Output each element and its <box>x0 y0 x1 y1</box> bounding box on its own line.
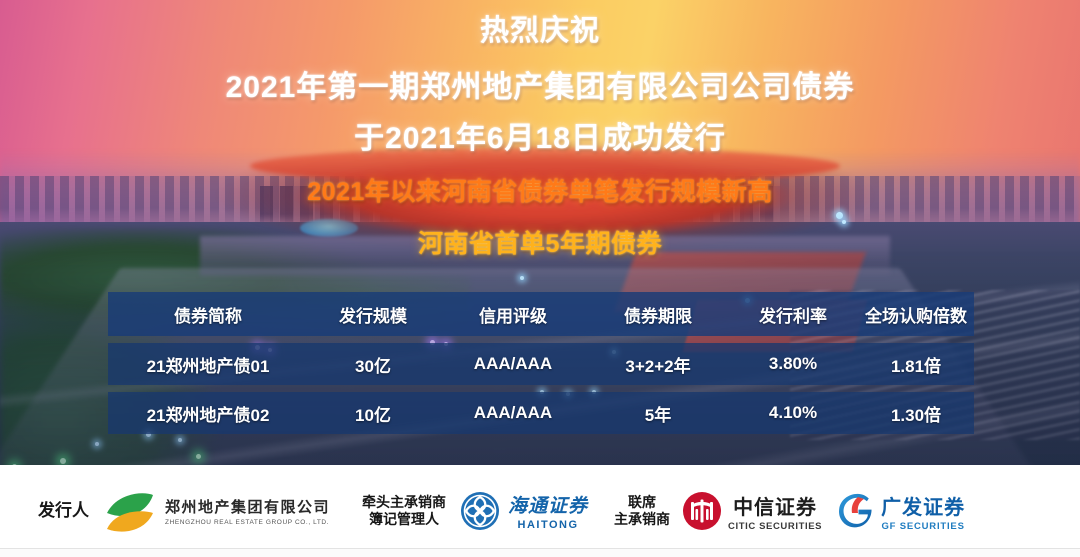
headline-first-five-year: 河南省首单5年期债券 <box>418 230 662 258</box>
citic-name-en: CITIC SECURITIES <box>728 520 823 532</box>
cell-subscription-multiple: 1.30倍 <box>890 405 942 425</box>
table-header-row: 债券简称 发行规模 信用评级 债券期限 发行利率 全场认购倍数 <box>108 292 974 336</box>
cell-tenor: 3+2+2年 <box>625 356 691 376</box>
footer-group-joint-underwriters: 联席 主承销商 <box>614 491 965 532</box>
cell-coupon-rate: 4.10% <box>768 403 818 422</box>
footer-bottom-strip <box>0 549 1080 557</box>
haitong-name-en: HAITONG <box>517 519 579 531</box>
headline-congratulations: 热烈庆祝 <box>479 15 600 47</box>
footer-divider <box>0 548 1080 549</box>
haitong-logo-text: 海通证券 HAITONG <box>508 491 588 531</box>
column-header-tenor: 债券期限 <box>624 306 692 326</box>
haitong-knot-icon <box>460 491 500 531</box>
cell-credit-rating: AAA/AAA <box>473 354 553 373</box>
role-label-line1: 联席 <box>628 493 657 510</box>
citic-emblem-icon <box>682 491 722 531</box>
headline-block: 热烈庆祝 2021年第一期郑州地产集团有限公司公司债券 于2021年6月18日成… <box>225 15 855 258</box>
cell-bond-abbr: 21郑州地产债01 <box>146 356 270 376</box>
gf-name-cn: 广发证券 <box>881 496 966 519</box>
gf-name-en: GF SECURITIES <box>881 520 965 532</box>
gf-swoosh-icon <box>836 491 876 531</box>
column-header-issue-size: 发行规模 <box>339 306 407 326</box>
convention-center-roof-rim <box>250 148 840 184</box>
haitong-name-cn: 海通证券 <box>508 496 589 517</box>
gf-securities-logo: 广发证券 GF SECURITIES <box>836 491 965 532</box>
cell-issue-size: 30亿 <box>355 356 391 376</box>
haitong-securities-logo: 海通证券 HAITONG <box>460 491 588 531</box>
cell-subscription-multiple: 1.81倍 <box>890 356 942 376</box>
zhengzhou-real-estate-logo: 郑州地产集团有限公司 ZHENGZHOU REAL ESTATE GROUP C… <box>103 489 330 533</box>
zhengzhou-name-en: ZHENGZHOU REAL ESTATE GROUP CO., LTD. <box>165 519 330 526</box>
bond-summary-table: 债券简称 发行规模 信用评级 债券期限 发行利率 全场认购倍数 21郑州地产债0… <box>108 292 974 441</box>
headline-issue-date: 于2021年6月18日成功发行 <box>354 122 726 155</box>
gf-logo-text: 广发证券 GF SECURITIES <box>881 491 965 532</box>
footer-logo-bar: 发行人 郑州地产集团有限公司 ZHENGZHOU REAL ESTATE GRO… <box>0 465 1080 557</box>
headline-bond-name: 2021年第一期郑州地产集团有限公司公司债券 <box>225 71 855 104</box>
zhengzhou-name-cn: 郑州地产集团有限公司 <box>165 499 331 516</box>
footer-group-issuer: 发行人 郑州地产集团有限公司 ZHENGZHOU REAL ESTATE GRO… <box>38 489 330 533</box>
cell-issue-size: 10亿 <box>355 405 391 425</box>
table-row: 21郑州地产债01 30亿 AAA/AAA 3+2+2年 3.80% 1.81倍 <box>108 343 974 385</box>
role-label-joint-underwriter: 联席 主承销商 <box>614 494 670 529</box>
column-header-credit-rating: 信用评级 <box>479 306 547 326</box>
citic-logo-text: 中信证券 CITIC SECURITIES <box>728 491 822 532</box>
table-row: 21郑州地产债02 10亿 AAA/AAA 5年 4.10% 1.30倍 <box>108 392 974 434</box>
role-label-line1: 牵头主承销商 <box>362 493 447 510</box>
zhengzhou-logo-text: 郑州地产集团有限公司 ZHENGZHOU REAL ESTATE GROUP C… <box>165 496 330 526</box>
cell-tenor: 5年 <box>644 405 672 425</box>
cell-credit-rating: AAA/AAA <box>473 403 553 422</box>
citic-name-cn: 中信证券 <box>733 496 818 519</box>
cell-bond-abbr: 21郑州地产债02 <box>146 405 270 425</box>
role-label-line2: 主承销商 <box>614 511 671 527</box>
role-label-lead-underwriter: 牵头主承销商 簿记管理人 <box>362 494 446 529</box>
citic-securities-logo: 中信证券 CITIC SECURITIES <box>682 491 822 532</box>
role-label-issuer: 发行人 <box>38 501 89 521</box>
column-header-coupon-rate: 发行利率 <box>759 306 827 326</box>
role-label-line2: 簿记管理人 <box>369 511 440 527</box>
leaf-icon <box>103 489 157 533</box>
column-header-subscription-multiple: 全场认购倍数 <box>865 306 967 326</box>
headline-record-scale: 2021年以来河南省债券单笔发行规模新高 <box>307 178 773 206</box>
column-header-bond-abbr: 债券简称 <box>174 306 242 326</box>
cell-coupon-rate: 3.80% <box>768 354 818 373</box>
footer-group-lead-underwriter: 牵头主承销商 簿记管理人 <box>362 491 588 531</box>
